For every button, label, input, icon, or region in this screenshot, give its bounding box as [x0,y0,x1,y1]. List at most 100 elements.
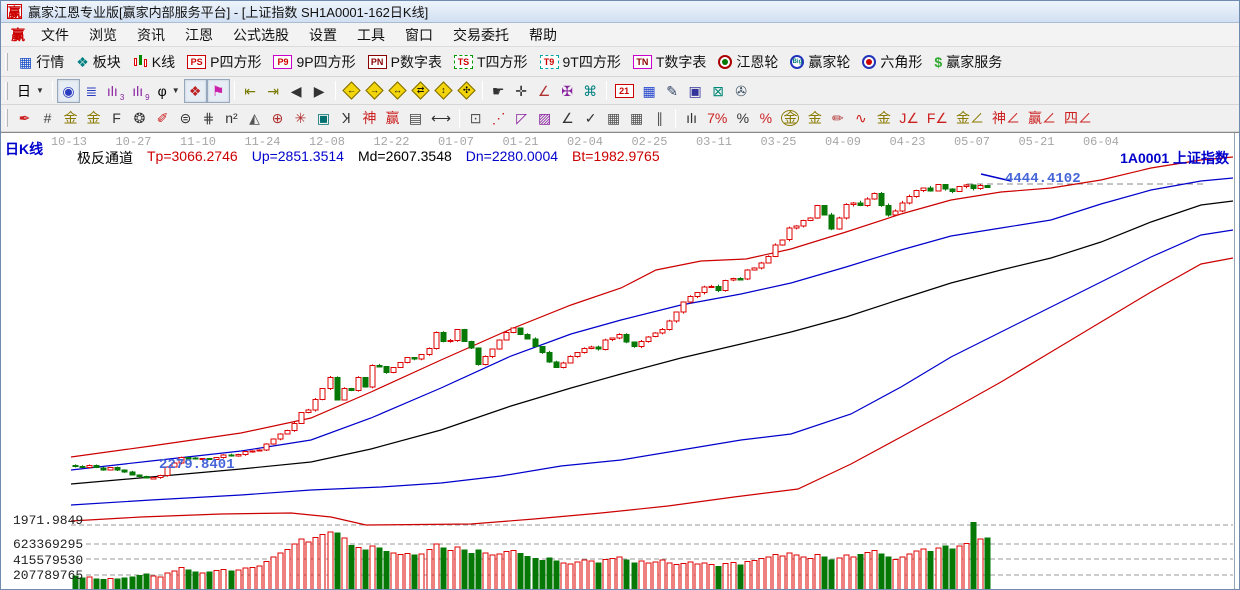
draw-ratio-lines[interactable]: ⋕ [197,106,220,130]
draw-star-wheel[interactable]: ✳ [289,106,312,130]
draw-fibo-f[interactable]: F [105,106,128,130]
menu-item-4[interactable]: 江恩 [185,26,213,43]
draw-h-span[interactable]: ⟷ [427,106,455,130]
toolbar-item-sectors[interactable]: ❖ 板块 [70,50,127,74]
draw-percent[interactable]: % [731,106,754,130]
tool-memo[interactable]: ✎ [661,79,684,103]
tool-zoom-out-h[interactable]: ↔ [386,79,409,103]
draw-check-lines[interactable]: ✓ [579,106,602,130]
menu-item-1[interactable]: 文件 [41,26,69,43]
draw-hatch[interactable]: ∥ [648,106,671,130]
draw-shen-angle[interactable]: 神∠ [988,106,1024,130]
tool-info-list[interactable]: ≣ [80,79,103,103]
draw-percent-lines[interactable]: % [754,106,777,130]
tool-angle-measure[interactable]: ∠ [533,79,556,103]
tool-bars-3[interactable]: ılı 3 [103,79,128,103]
toolbar-item-p-table[interactable]: PN P数字表 [362,50,448,74]
tool-snapshot[interactable]: ✇ [730,79,753,103]
draw-gold-grid-2[interactable]: 金 [82,106,105,130]
draw-dense-grid-2[interactable]: ▦ [625,106,648,130]
draw-gold-grid[interactable]: 金 [59,106,82,130]
toolbar-item-winner-wheel[interactable]: Big 赢家轮 [784,50,856,74]
tool-save[interactable]: ▣ [684,79,707,103]
tool-first-page[interactable]: ⇤ [239,79,262,103]
draw-si-angle[interactable]: 四∠ [1060,106,1096,130]
menu-item-6[interactable]: 设置 [309,26,337,43]
draw-box-tool[interactable]: ⊡ [464,106,487,130]
draw-gold-circle[interactable]: 金 [777,106,803,130]
menu-item-2[interactable]: 浏览 [89,26,117,43]
toolbar-item-winner-service[interactable]: $ 赢家服务 [928,50,1008,74]
tool-bars-9[interactable]: ılı 9 [128,79,153,103]
toolbar-item-t-square[interactable]: TS T四方形 [448,50,534,74]
tool-celtic-knot[interactable]: ⌘ [579,79,602,103]
date-label: 02-04 [566,135,603,149]
draw-wave[interactable]: ∿ [849,106,872,130]
draw-grid-lines[interactable]: # [36,106,59,130]
date-label: 03-25 [760,135,797,149]
tool-drag-hand[interactable]: ☛ [487,79,510,103]
draw-spiral[interactable]: ❂ [128,106,151,130]
tool-prev-page[interactable]: ◀ [285,79,308,103]
draw-n-square[interactable]: n² [220,106,243,130]
draw-j-angle[interactable]: J∠ [895,106,923,130]
draw-fan-lines[interactable]: ⋰ [487,106,510,130]
toolbar-item-p-square[interactable]: PS P四方形 [181,50,267,74]
draw-k-tag[interactable]: Ʞ [335,106,358,130]
menu-item-5[interactable]: 公式选股 [233,26,289,43]
tool-calculator[interactable]: ▦ [638,79,661,103]
toolbar-item-hexagon[interactable]: 六角形 [856,50,928,74]
tool-gann-tool[interactable]: ✠ [556,79,579,103]
draw-circle-cross[interactable]: ⊕ [266,106,289,130]
draw-ruler-123[interactable]: ▤ [404,106,427,130]
tool-export[interactable]: ⊠ [707,79,730,103]
bars-3-icon: ılı [106,82,118,99]
draw-gold-column[interactable]: 金 [872,106,895,130]
menu-item-9[interactable]: 交易委托 [453,26,509,43]
toolbar-item-t-table[interactable]: TN T数字表 [627,50,713,74]
draw-dense-grid[interactable]: ▦ [602,106,625,130]
tool-zoom-in-h[interactable]: ⇄ [409,79,432,103]
draw-gold-lines[interactable]: 金 [803,106,826,130]
tool-period-day[interactable]: 日 ▼ [13,79,48,103]
toolbar-item-gann-wheel[interactable]: 江恩轮 [712,50,784,74]
draw-gann-circle[interactable]: ⊜ [174,106,197,130]
tool-last-page[interactable]: ⇥ [262,79,285,103]
menu-item-3[interactable]: 资讯 [137,26,165,43]
tool-zoom-v[interactable]: ↕ [432,79,455,103]
tool-candle-style[interactable]: φ ▼ [154,79,184,103]
draw-ying-lines[interactable]: 赢 [381,106,404,130]
draw-fan-box[interactable]: ◸ [510,106,533,130]
toolbar-item-kline[interactable]: K线 [127,50,181,74]
draw-gold-angle[interactable]: 金∠ [952,106,988,130]
tool-calendar-21[interactable]: 21 [611,79,638,103]
toolbar-item-9p-square[interactable]: P9 9P四方形 [267,50,361,74]
draw-hist-bars[interactable]: ılı [680,106,703,130]
draw-angle-fan[interactable]: ◭ [243,106,266,130]
tool-zoom-all[interactable]: ✣ [455,79,478,103]
draw-seven-percent[interactable]: 7% [703,106,731,130]
draw-box-shade[interactable]: ▨ [533,106,556,130]
draw-ying-angle[interactable]: 赢∠ [1024,106,1060,130]
draw-trend-angle[interactable]: ∠ [556,106,579,130]
draw-shen-lines[interactable]: 神 [358,106,381,130]
draw-square-spiral[interactable]: ▣ [312,106,335,130]
chart-svg[interactable] [1,133,1240,590]
chart-area[interactable]: 10-13 10-27 11-10 11-24 12-08 12-22 01-07 01-21… [1,132,1240,590]
draw-f-angle[interactable]: F∠ [923,106,952,130]
draw-brush[interactable]: ✒ [13,106,36,130]
tool-scroll-right[interactable]: → [363,79,386,103]
menu-item-10[interactable]: 帮助 [529,26,557,43]
tool-next-page[interactable]: ▶ [308,79,331,103]
menu-item-7[interactable]: 工具 [357,26,385,43]
draw-brush-2[interactable]: ✐ [151,106,174,130]
toolbar-item-9t-square[interactable]: T9 9T四方形 [534,50,627,74]
toolbar-item-quotes[interactable]: ▦ 行情 [13,50,70,74]
tool-crosshair[interactable]: ✛ [510,79,533,103]
menu-item-8[interactable]: 窗口 [405,26,433,43]
tool-color-flag[interactable]: ⚑ [206,78,230,103]
draw-candle-brush[interactable]: ✏ [826,106,849,130]
tool-channel-frame[interactable]: ❖ [183,78,207,103]
tool-market-map[interactable]: ◉ [56,78,80,103]
tool-scroll-left[interactable]: ← [340,79,363,103]
